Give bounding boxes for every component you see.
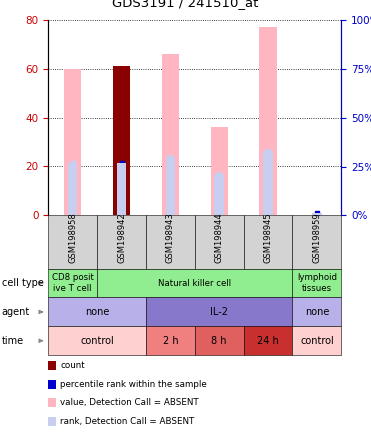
Bar [64,69,81,215]
Text: GSM198944: GSM198944 [215,213,224,263]
Text: 8 h: 8 h [211,336,227,346]
Text: GSM198959: GSM198959 [312,213,321,263]
Bar [214,174,224,215]
Bar [117,163,126,215]
Text: CD8 posit
ive T cell: CD8 posit ive T cell [52,274,93,293]
Text: IL-2: IL-2 [210,307,228,317]
Bar [165,157,175,215]
Text: agent: agent [2,307,30,317]
Text: Natural killer cell: Natural killer cell [158,278,232,288]
Text: GSM198945: GSM198945 [263,213,273,263]
Text: lymphoid
tissues: lymphoid tissues [297,274,337,293]
Text: 24 h: 24 h [257,336,279,346]
Bar [312,214,322,215]
Bar [263,151,273,215]
Bar [113,66,130,215]
Text: value, Detection Call = ABSENT: value, Detection Call = ABSENT [60,398,199,407]
Bar [162,54,179,215]
Bar [211,127,228,215]
Text: GDS3191 / 241510_at: GDS3191 / 241510_at [112,0,259,9]
Text: none: none [305,307,329,317]
Text: GSM198942: GSM198942 [117,213,126,263]
Text: GSM198958: GSM198958 [68,213,77,263]
Text: 2 h: 2 h [162,336,178,346]
Text: percentile rank within the sample: percentile rank within the sample [60,380,207,388]
Text: time: time [2,336,24,346]
Text: count: count [60,361,85,370]
Bar [68,163,78,215]
Bar [259,28,277,215]
Text: control: control [300,336,334,346]
Text: rank, Detection Call = ABSENT: rank, Detection Call = ABSENT [60,417,194,426]
Text: cell type: cell type [2,278,44,288]
Text: control: control [80,336,114,346]
Text: GSM198943: GSM198943 [166,213,175,263]
Text: none: none [85,307,109,317]
